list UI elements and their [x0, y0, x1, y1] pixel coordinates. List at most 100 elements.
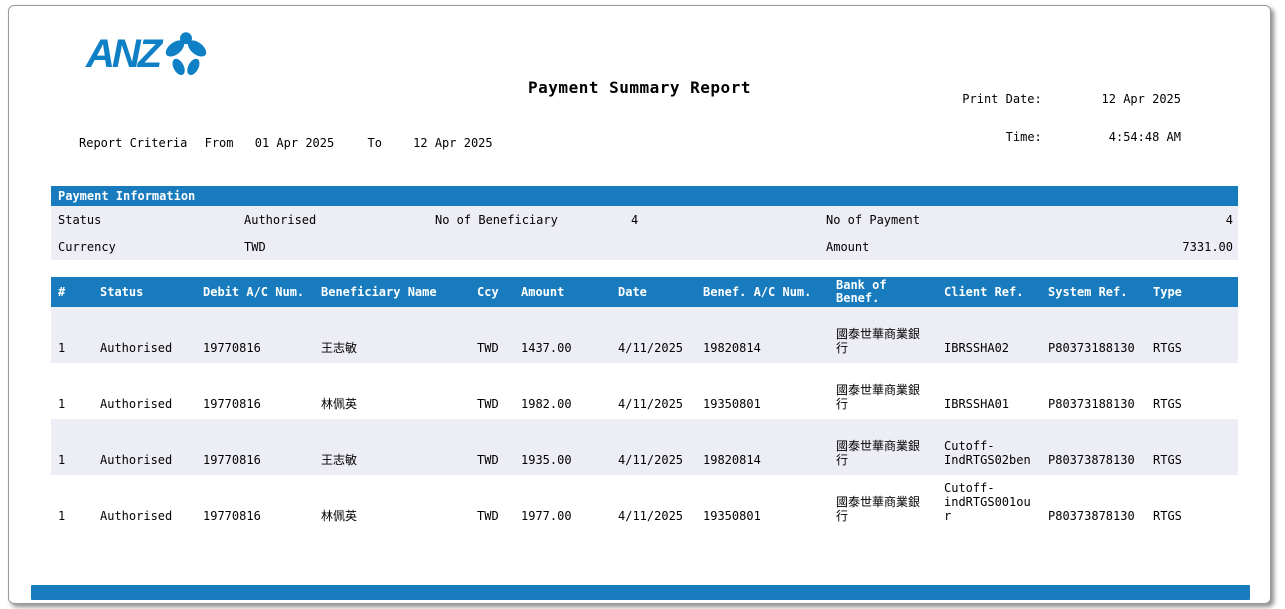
print-date-row: Print Date: 12 Apr 2025: [912, 92, 1181, 106]
column-header-client_ref: Client Ref.: [937, 277, 1041, 307]
no-of-beneficiary-label: No of Beneficiary: [435, 212, 558, 227]
cell-amount: 1437.00: [514, 307, 611, 363]
cell-type: RTGS: [1153, 397, 1182, 411]
report-page: ANZ Payment Summary Report Print Date: 1…: [8, 5, 1271, 604]
cell-num: 1: [58, 509, 66, 523]
cell-type: RTGS: [1153, 509, 1182, 523]
column-header-ccy: Ccy: [470, 277, 514, 307]
cell-bank_of_benef: 國泰世華商業銀行: [829, 419, 937, 475]
no-of-payment-label: No of Payment: [826, 212, 920, 227]
amount-label: Amount: [826, 239, 870, 254]
cell-system_ref: P80373188130: [1048, 397, 1135, 411]
column-header-benef_ac: Benef. A/C Num.: [696, 277, 829, 307]
cell-debit_ac: 19770816: [203, 509, 261, 523]
payment-info-row-2: Currency TWD Amount 7331.00: [51, 233, 1238, 260]
cell-beneficiary_name: 王志敏: [314, 307, 470, 363]
currency-label: Currency: [58, 239, 116, 254]
cell-debit_ac: 19770816: [196, 419, 314, 475]
cell-debit_ac: 19770816: [196, 307, 314, 363]
no-of-beneficiary-value: 4: [631, 212, 639, 227]
column-header-system_ref: System Ref.: [1041, 277, 1146, 307]
criteria-from-label: From: [204, 136, 234, 150]
cell-benef_ac: 19350801: [703, 397, 761, 411]
cell-status: Authorised: [93, 419, 196, 475]
report-criteria: Report Criteria From 01 Apr 2025 To 12 A…: [79, 136, 493, 150]
cell-ccy: TWD: [477, 509, 499, 523]
payment-info-row-1: Status Authorised No of Beneficiary 4 No…: [51, 206, 1238, 233]
horizontal-scrollbar[interactable]: [31, 585, 1250, 600]
column-header-amount: Amount: [514, 277, 611, 307]
cell-ccy: TWD: [470, 307, 514, 363]
column-header-date: Date: [611, 277, 696, 307]
column-header-debit_ac: Debit A/C Num.: [196, 277, 314, 307]
column-header-beneficiary_name: Beneficiary Name: [314, 277, 470, 307]
cell-ccy: TWD: [477, 397, 499, 411]
cell-bank_of_benef: 國泰世華商業銀行: [829, 307, 937, 363]
cell-amount: 1935.00: [514, 419, 611, 475]
table-row: 1 Authorised 19770816 林佩英 TWD 1982.00 4/11/202…: [51, 363, 1238, 419]
cell-date: 4/11/2025: [618, 509, 684, 523]
criteria-label: Report Criteria: [79, 136, 188, 150]
table-row: 1 Authorised 19770816 王志敏 TWD 1437.00 4/11/202…: [51, 307, 1238, 363]
cell-num: 1: [51, 307, 93, 363]
criteria-to-label: To: [367, 136, 382, 150]
amount-value: 7331.00: [1182, 239, 1233, 254]
cell-debit_ac: 19770816: [203, 397, 261, 411]
report-content: Payment Information Status Authorised No…: [51, 186, 1238, 531]
payment-information-block: Status Authorised No of Beneficiary 4 No…: [51, 206, 1238, 260]
cell-system_ref: P80373878130: [1041, 419, 1146, 475]
print-date-value: 12 Apr 2025: [1101, 92, 1181, 106]
cell-benef_ac: 19350801: [703, 509, 761, 523]
cell-status: Authorised: [93, 307, 196, 363]
status-label: Status: [58, 212, 102, 227]
cell-amount: 1977.00: [521, 509, 572, 523]
status-value: Authorised: [244, 212, 317, 227]
cell-client_ref: IBRSSHA01: [944, 397, 1010, 411]
cell-benef_ac: 19820814: [696, 307, 829, 363]
column-header-status: Status: [93, 277, 196, 307]
cell-date: 4/11/2025: [611, 419, 696, 475]
cell-system_ref: P80373878130: [1048, 509, 1135, 523]
cell-date: 4/11/2025: [618, 397, 684, 411]
column-header-bank_of_benef: Bank of Benef.: [829, 277, 937, 307]
no-of-payment-value: 4: [1225, 212, 1233, 227]
cell-beneficiary_name: 林佩英: [321, 397, 358, 411]
cell-system_ref: P80373188130: [1041, 307, 1146, 363]
cell-type: RTGS: [1146, 419, 1238, 475]
cell-status: Authorised: [100, 509, 173, 523]
cell-date: 4/11/2025: [611, 307, 696, 363]
cell-beneficiary_name: 王志敏: [314, 419, 470, 475]
payment-information-header: Payment Information: [51, 186, 1238, 206]
cell-type: RTGS: [1146, 307, 1238, 363]
cell-status: Authorised: [100, 397, 173, 411]
criteria-to-value: 12 Apr 2025: [413, 136, 493, 150]
print-time-label: Time:: [1005, 130, 1042, 144]
anz-logo: ANZ: [86, 30, 209, 78]
cell-benef_ac: 19820814: [696, 419, 829, 475]
cell-client_ref: Cutoff-IndRTGS02ben: [937, 419, 1041, 475]
cell-ccy: TWD: [470, 419, 514, 475]
cell-client_ref: Cutoff-indRTGS001our: [944, 481, 1031, 523]
criteria-from-value: 01 Apr 2025: [254, 136, 335, 150]
cell-beneficiary_name: 林佩英: [321, 509, 358, 523]
anz-logo-text: ANZ: [86, 31, 162, 76]
cell-bank_of_benef: 國泰世華商業銀行: [836, 495, 921, 523]
anz-lotus-icon: [165, 32, 207, 76]
cell-client_ref: IBRSSHA02: [937, 307, 1041, 363]
table-header-row: # Status Debit A/C Num. Beneficiary Name Ccy…: [51, 277, 1238, 307]
print-time-value: 4:54:48 AM: [1108, 130, 1181, 144]
print-meta: Print Date: 12 Apr 2025 Time: 4:54:48 AM: [912, 92, 1181, 144]
column-header-type: Type: [1146, 277, 1238, 307]
print-time-row: Time: 4:54:48 AM: [912, 130, 1181, 144]
page-title: Payment Summary Report: [528, 78, 751, 97]
cell-bank_of_benef: 國泰世華商業銀行: [836, 383, 921, 411]
column-header-num: #: [51, 277, 93, 307]
currency-value: TWD: [244, 239, 266, 254]
cell-amount: 1982.00: [521, 397, 572, 411]
table-row: 1 Authorised 19770816 王志敏 TWD 1935.00 4/11/202…: [51, 419, 1238, 475]
cell-num: 1: [51, 419, 93, 475]
payment-table: # Status Debit A/C Num. Beneficiary Name Ccy…: [51, 277, 1238, 531]
cell-num: 1: [58, 397, 66, 411]
table-row: 1 Authorised 19770816 林佩英 TWD 1977.00 4/11/202…: [51, 475, 1238, 531]
print-date-label: Print Date:: [962, 92, 1042, 106]
